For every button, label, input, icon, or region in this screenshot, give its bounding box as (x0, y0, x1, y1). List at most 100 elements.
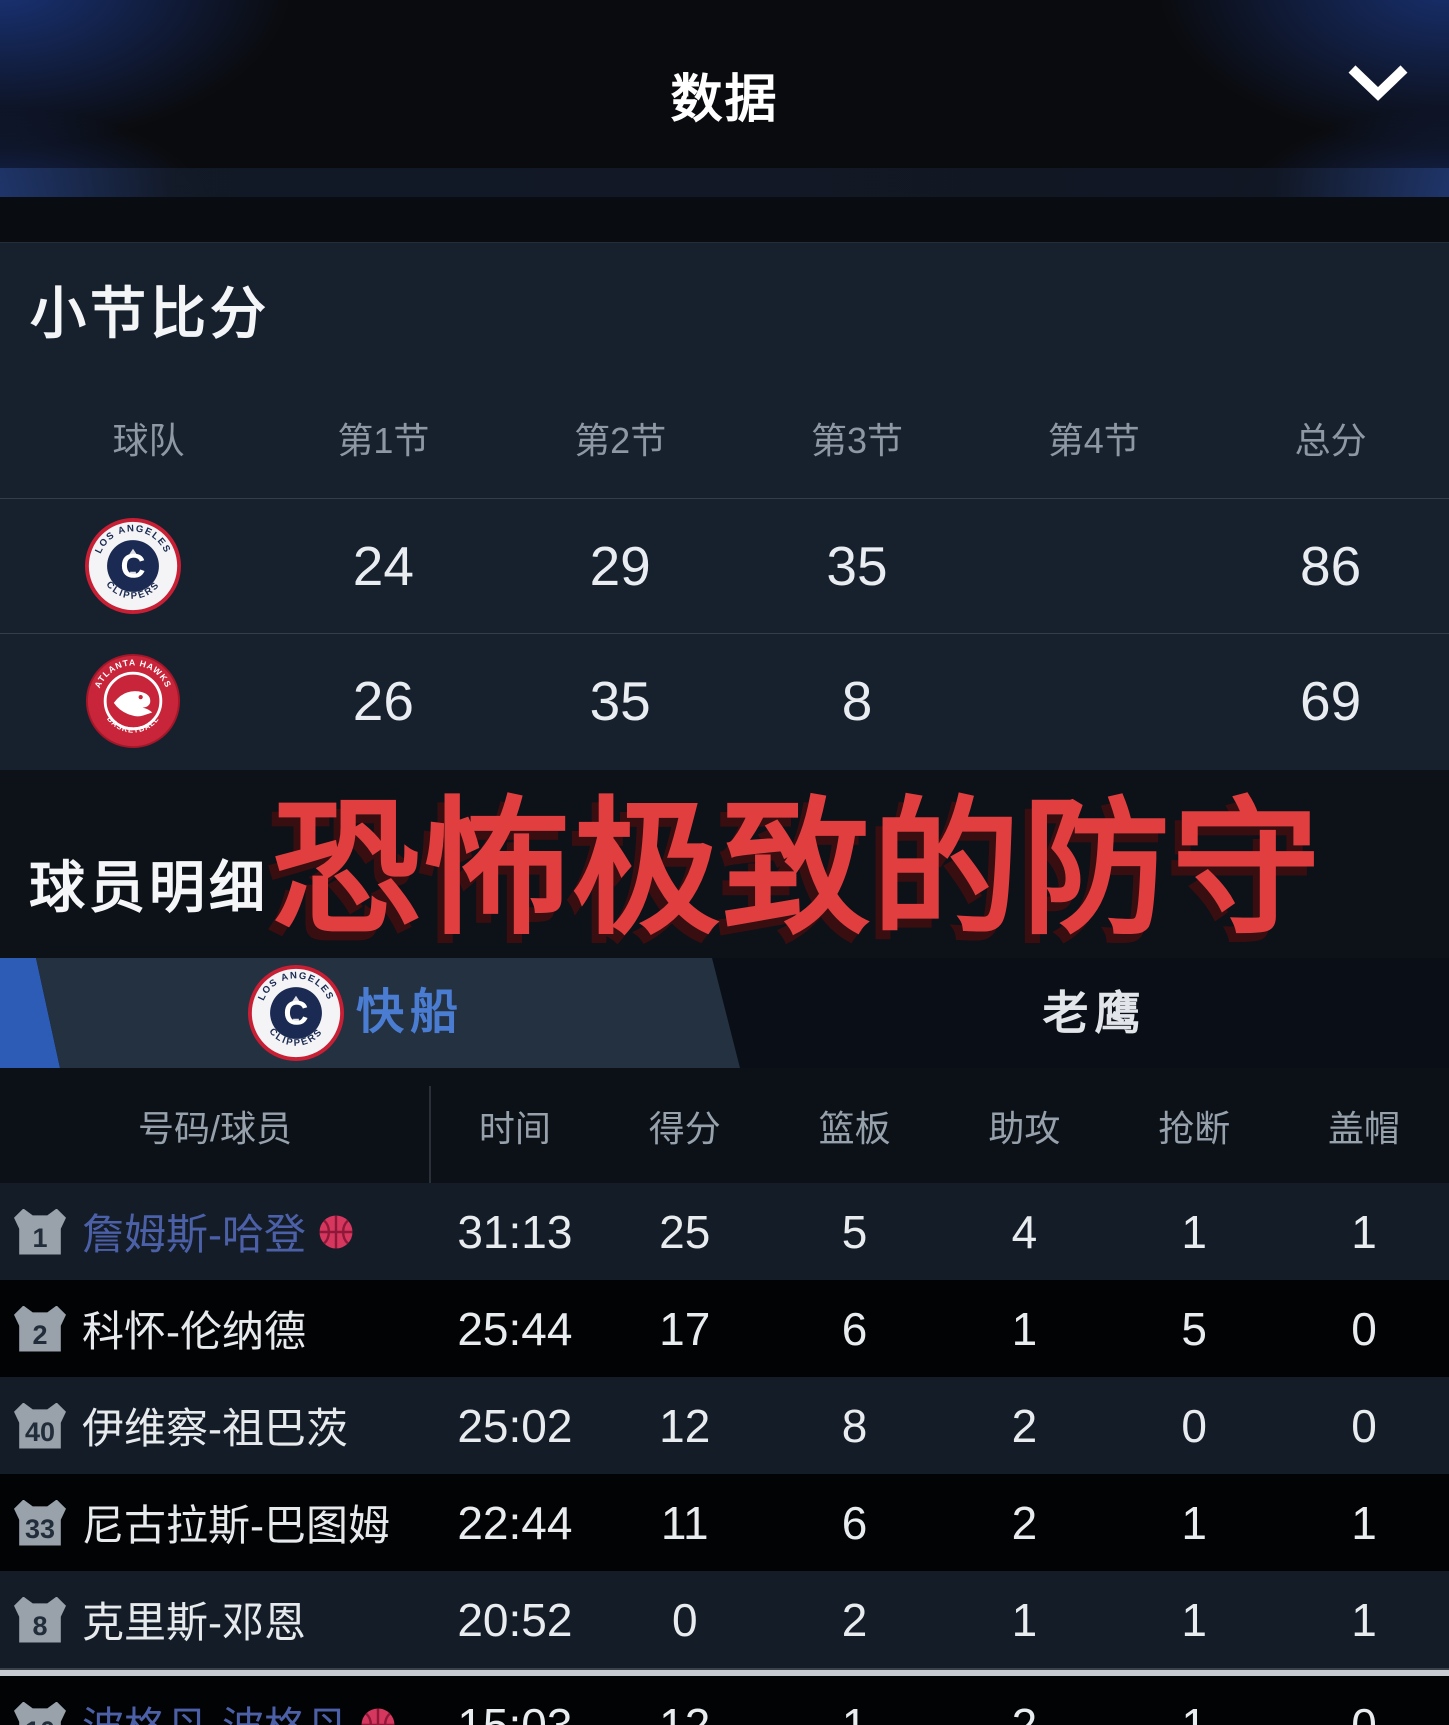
quarter-table-header: 球队 第1节 第2节 第3节 第4节 总分 (0, 413, 1449, 463)
column-q4: 第4节 (1047, 420, 1140, 461)
chevron-down-icon (1348, 64, 1408, 101)
score-q1: 24 (352, 535, 414, 597)
player-table-header: 号码/球员 时间 得分 篮板 助攻 抢断 盖帽 (0, 1068, 1449, 1183)
stat-points: 17 (659, 1302, 711, 1355)
player-row[interactable]: 2 科怀-伦纳德 25:44 17 6 1 5 0 (0, 1280, 1449, 1377)
stat-points: 25 (659, 1205, 711, 1258)
player-row[interactable]: 8 克里斯-邓恩 20:52 0 2 1 1 1 (0, 1571, 1449, 1668)
jersey-number: 40 (24, 1417, 56, 1448)
jersey-icon: 10 (14, 1701, 66, 1725)
player-row[interactable]: 40 伊维察-祖巴茨 25:02 12 8 2 0 0 (0, 1377, 1449, 1474)
header-bottom-band (0, 168, 1449, 197)
stat-minutes: 25:44 (457, 1302, 573, 1355)
column-total: 总分 (1294, 420, 1367, 461)
player-row[interactable]: 10 波格丹-波格丹 15:03 12 1 2 1 0 (0, 1676, 1449, 1725)
player-name: 波格丹-波格丹 (82, 1694, 348, 1725)
player-row[interactable]: 33 尼古拉斯-巴图姆 22:44 11 6 2 1 1 (0, 1474, 1449, 1571)
jersey-icon: 40 (14, 1402, 66, 1449)
stat-rebounds: 6 (841, 1302, 868, 1355)
stat-rebounds: 5 (841, 1205, 868, 1258)
stat-blocks: 0 (1351, 1302, 1377, 1355)
stat-steals: 1 (1181, 1698, 1208, 1725)
player-section-title: 球员明细 (29, 856, 269, 919)
score-q2: 35 (589, 670, 651, 732)
score-q1: 26 (352, 670, 414, 732)
clippers-logo-icon: LOS ANGELES CLIPPERS C (84, 518, 181, 614)
stat-minutes: 15:03 (457, 1698, 573, 1725)
score-q3: 35 (826, 535, 888, 597)
player-name: 詹姆斯-哈登 (82, 1211, 306, 1258)
stat-minutes: 25:02 (457, 1399, 573, 1452)
hawks-logo-icon: ATLANTA HAWKS BASKETBALL (85, 653, 180, 749)
player-name: 科怀-伦纳德 (82, 1308, 306, 1355)
stat-minutes: 20:52 (457, 1593, 573, 1646)
player-name: 伊维察-祖巴茨 (82, 1405, 348, 1452)
score-total: 69 (1299, 670, 1362, 732)
column-assists: 助攻 (988, 1107, 1061, 1149)
stat-steals: 1 (1181, 1205, 1208, 1258)
basketball-icon (319, 1215, 353, 1248)
stat-rebounds: 6 (841, 1496, 868, 1549)
tab-hawks-label: 老鹰 (1042, 987, 1147, 1039)
header-gap-band (0, 197, 1449, 242)
quarter-table-row: LOS ANGELES CLIPPERS C 24 29 35 86 (0, 498, 1449, 633)
quarter-table-row: ATLANTA HAWKS BASKETBALL 26 35 8 69 (0, 633, 1449, 768)
score-total: 86 (1299, 535, 1362, 597)
stat-steals: 1 (1181, 1496, 1208, 1549)
column-q3: 第3节 (810, 420, 903, 461)
app-header: 数据 (0, 0, 1449, 197)
overlay-annotation-text: 恐怖极致的防守 (272, 787, 1322, 952)
player-name: 克里斯-邓恩 (82, 1599, 306, 1646)
column-rebounds: 篮板 (818, 1107, 891, 1149)
jersey-number: 33 (24, 1514, 56, 1545)
stat-rebounds: 1 (841, 1698, 868, 1725)
jersey-number: 1 (32, 1223, 48, 1254)
stat-blocks: 1 (1351, 1205, 1377, 1258)
stat-blocks: 1 (1351, 1593, 1377, 1646)
column-q1: 第1节 (337, 420, 430, 461)
jersey-number: 10 (25, 1715, 55, 1725)
jersey-number: 8 (32, 1611, 48, 1642)
score-q3: 8 (841, 670, 873, 732)
column-number-player: 号码/球员 (137, 1107, 292, 1149)
score-q4 (975, 499, 1212, 633)
column-minutes: 时间 (478, 1107, 551, 1149)
stat-rebounds: 8 (841, 1399, 868, 1452)
stat-points: 11 (660, 1496, 709, 1549)
quarter-section-title: 小节比分 (30, 282, 270, 345)
column-q2: 第2节 (574, 420, 667, 461)
column-points: 得分 (648, 1107, 721, 1149)
stat-assists: 4 (1011, 1205, 1038, 1258)
stat-assists: 2 (1011, 1698, 1038, 1725)
page-title: 数据 (670, 71, 779, 129)
jersey-number: 2 (32, 1320, 48, 1351)
bench-divider (0, 1668, 1449, 1676)
jersey-icon: 1 (14, 1208, 66, 1255)
stat-blocks: 0 (1351, 1698, 1377, 1725)
column-steals: 抢断 (1158, 1107, 1231, 1149)
quarter-score-section: 小节比分 球队 第1节 第2节 第3节 第4节 总分 LOS ANGELES (0, 242, 1449, 770)
stat-steals: 5 (1181, 1302, 1208, 1355)
active-tab-background (36, 958, 740, 1068)
player-stats-table: 号码/球员 时间 得分 篮板 助攻 抢断 盖帽 1 詹姆斯-哈登 31:13 2… (0, 1068, 1449, 1725)
tab-clippers-label: 快船 (356, 986, 465, 1039)
player-row[interactable]: 1 詹姆斯-哈登 31:13 25 5 4 1 1 (0, 1183, 1449, 1280)
stat-blocks: 1 (1351, 1496, 1377, 1549)
stat-assists: 2 (1011, 1496, 1038, 1549)
jersey-icon: 33 (14, 1499, 66, 1546)
stat-assists: 1 (1011, 1593, 1038, 1646)
stat-points: 12 (659, 1698, 711, 1725)
score-q2: 29 (589, 535, 651, 597)
stat-points: 0 (671, 1593, 698, 1646)
tab-clippers[interactable]: LOS ANGELES CLIPPERS C 快船 (60, 958, 710, 1068)
player-rows: 1 詹姆斯-哈登 31:13 25 5 4 1 1 2 科怀-伦纳德 (0, 1183, 1449, 1725)
jersey-icon: 8 (14, 1596, 66, 1643)
clippers-logo-icon: LOS ANGELES CLIPPERS C (248, 965, 344, 1061)
tab-hawks[interactable]: 老鹰 (740, 958, 1449, 1068)
quarter-rows: LOS ANGELES CLIPPERS C 24 29 35 86 (0, 498, 1449, 768)
jersey-icon: 2 (14, 1305, 66, 1352)
collapse-button[interactable] (1344, 62, 1412, 108)
player-detail-area (0, 770, 1449, 958)
stat-steals: 0 (1181, 1399, 1208, 1452)
